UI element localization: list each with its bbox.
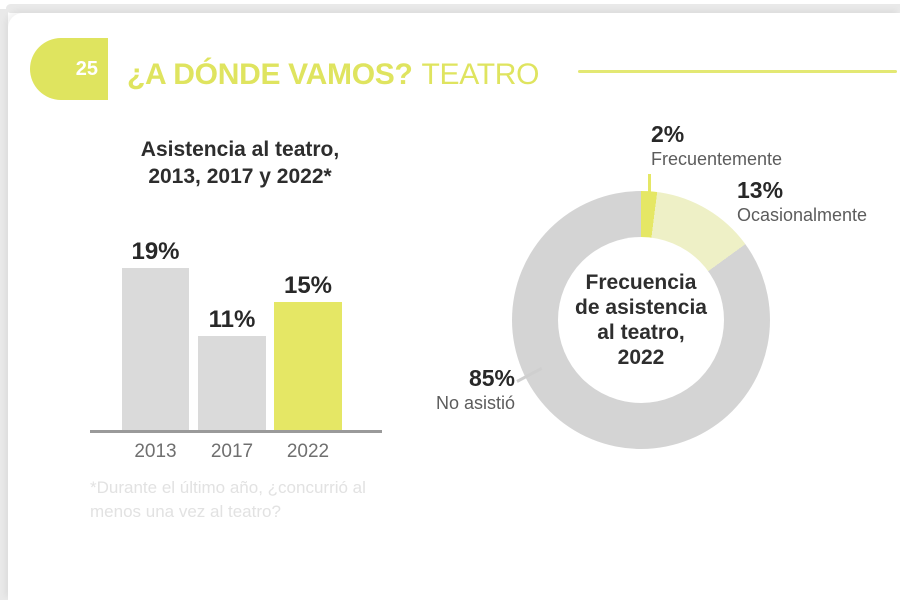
segment-pct: 2% <box>651 121 685 147</box>
donut-center-line2: de asistencia <box>575 296 707 319</box>
segment-name: No asistió <box>435 393 515 413</box>
donut-label-frecuentemente: 2% Frecuentemente <box>651 120 782 170</box>
background-top-band <box>6 4 900 13</box>
bar-group-2013: 19% <box>122 239 189 430</box>
bar-2017 <box>198 336 266 430</box>
footnote-line1: *Durante el último año, ¿concurrió al <box>90 478 366 497</box>
segment-name: Frecuentemente <box>651 149 783 169</box>
bar-axis-labels: 2013 2017 2022 <box>90 441 382 463</box>
bar-value-label: 15% <box>283 272 333 299</box>
title-rule <box>578 70 897 73</box>
donut-center-line1: Frecuencia <box>585 271 697 294</box>
bar-value-label: 19% <box>131 238 180 265</box>
segment-name: Ocasionalmente <box>737 205 868 225</box>
bar-plot-area: 19% 11% 15% <box>90 236 382 433</box>
slide-title-main: ¿A DÓNDE VAMOS? <box>127 58 413 91</box>
bar-group-2017: 11% <box>198 307 266 430</box>
bar-2022 <box>274 302 342 430</box>
year-label-2017: 2017 <box>210 441 254 462</box>
donut-label-no-asistio: 85% No asistió <box>400 364 515 414</box>
slide-title: ¿A DÓNDE VAMOS? TEATRO <box>127 55 539 95</box>
bar-chart-title: Asistencia al teatro, 2013, 2017 y 2022* <box>95 136 385 190</box>
background-left-band <box>0 9 8 600</box>
donut-center-line4: 2022 <box>617 346 665 369</box>
donut-ring: Frecuencia de asistencia al teatro, 2022 <box>512 191 770 449</box>
footnote: *Durante el último año, ¿concurrió al me… <box>90 476 366 524</box>
donut-center-line3: al teatro, <box>597 321 685 344</box>
page-number: 25 <box>75 57 98 80</box>
leader-line-2pct <box>648 174 651 222</box>
slide-title-sub: TEATRO <box>421 58 540 91</box>
bar-chart-title-line1: Asistencia al teatro, <box>140 138 340 161</box>
year-label-2013: 2013 <box>134 441 177 462</box>
segment-pct: 85% <box>468 365 515 391</box>
year-label-2022: 2022 <box>286 441 330 462</box>
segment-pct: 13% <box>737 177 784 203</box>
donut-label-ocasionalmente: 13% Ocasionalmente <box>737 176 867 226</box>
page-number-badge: 25 <box>30 38 108 100</box>
bar-value-label: 11% <box>208 306 256 333</box>
footnote-line2: menos una vez al teatro? <box>90 502 281 521</box>
bar-group-2022: 15% <box>274 273 342 430</box>
donut-center: Frecuencia de asistencia al teatro, 2022 <box>558 237 724 403</box>
bar-chart-title-line2: 2013, 2017 y 2022* <box>148 165 332 188</box>
bar-2013 <box>122 268 189 430</box>
